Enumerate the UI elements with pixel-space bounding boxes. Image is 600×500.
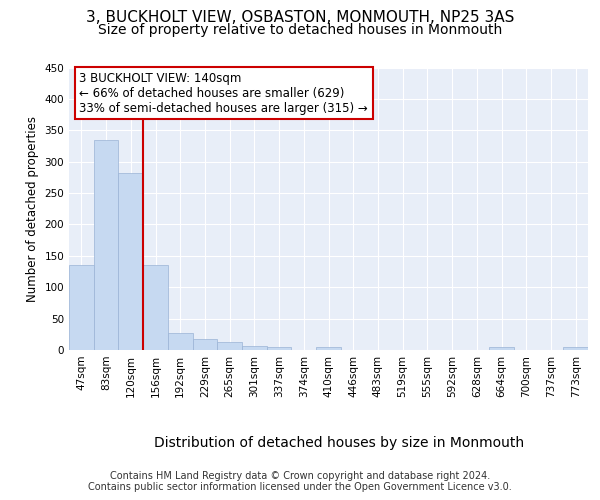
- Text: 3 BUCKHOLT VIEW: 140sqm
← 66% of detached houses are smaller (629)
33% of semi-d: 3 BUCKHOLT VIEW: 140sqm ← 66% of detache…: [79, 72, 368, 114]
- Text: Distribution of detached houses by size in Monmouth: Distribution of detached houses by size …: [154, 436, 524, 450]
- Bar: [316, 348, 341, 350]
- Bar: [563, 348, 588, 350]
- Text: 3, BUCKHOLT VIEW, OSBASTON, MONMOUTH, NP25 3AS: 3, BUCKHOLT VIEW, OSBASTON, MONMOUTH, NP…: [86, 10, 514, 25]
- Bar: [168, 333, 193, 350]
- Bar: [94, 140, 118, 350]
- Bar: [193, 340, 217, 350]
- Text: Contains public sector information licensed under the Open Government Licence v3: Contains public sector information licen…: [88, 482, 512, 492]
- Bar: [143, 265, 168, 350]
- Bar: [217, 342, 242, 350]
- Text: Size of property relative to detached houses in Monmouth: Size of property relative to detached ho…: [98, 23, 502, 37]
- Bar: [489, 348, 514, 350]
- Text: Contains HM Land Registry data © Crown copyright and database right 2024.: Contains HM Land Registry data © Crown c…: [110, 471, 490, 481]
- Bar: [69, 265, 94, 350]
- Y-axis label: Number of detached properties: Number of detached properties: [26, 116, 39, 302]
- Bar: [118, 173, 143, 350]
- Bar: [242, 346, 267, 350]
- Bar: [267, 347, 292, 350]
